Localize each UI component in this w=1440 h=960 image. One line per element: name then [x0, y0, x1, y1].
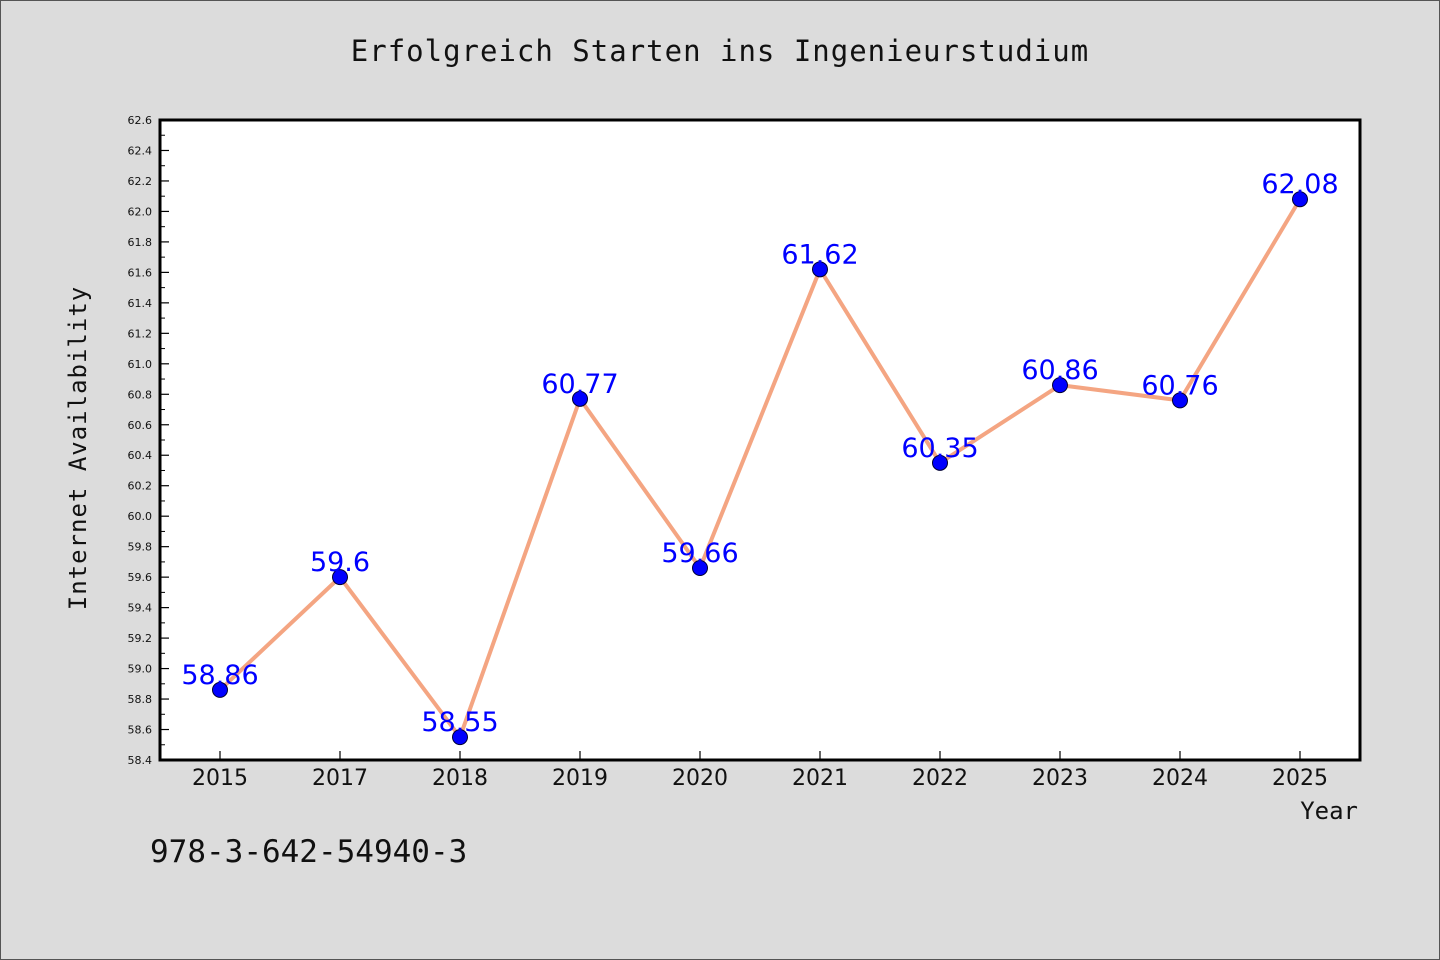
- x-tick-label: 2024: [1152, 766, 1208, 791]
- y-tick-label: 62.6: [128, 114, 153, 127]
- data-point: [692, 560, 708, 576]
- data-point: [932, 454, 948, 471]
- data-label: 58.86: [181, 660, 258, 691]
- data-point: [452, 729, 468, 746]
- data-label: 62.08: [1261, 169, 1338, 200]
- x-tick-label: 2018: [432, 766, 488, 791]
- x-tick-label: 2019: [552, 766, 608, 791]
- y-tick-label: 60.6: [128, 419, 153, 432]
- y-tick-label: 59.8: [128, 541, 153, 554]
- y-tick-label: 61.4: [128, 297, 153, 310]
- y-tick-label: 62.2: [128, 175, 153, 188]
- y-tick-label: 58.8: [128, 693, 153, 706]
- data-label: 60.76: [1141, 370, 1218, 401]
- data-point: [812, 261, 828, 278]
- plot-area: [158, 118, 1362, 762]
- x-tick-label: 2025: [1272, 766, 1328, 791]
- data-point: [332, 569, 348, 586]
- data-point: [572, 390, 588, 407]
- data-labels: 58.86 59.6 58.55 60.77 59.66 61.62 60.35 60.86 6…: [181, 169, 1338, 738]
- y-tick-label: 60.8: [128, 388, 153, 401]
- data-point: [1292, 191, 1308, 208]
- y-tick-label: 61.6: [128, 266, 153, 279]
- y-tick-label: 60.2: [128, 480, 153, 493]
- chart-title: Erfolgreich Starten ins Ingenieurstudium: [350, 34, 1090, 68]
- y-tick-label: 59.0: [128, 663, 153, 676]
- data-label: 60.86: [1021, 355, 1098, 386]
- y-tick-label: 58.4: [128, 754, 153, 767]
- y-tick-label: 62.0: [128, 205, 153, 218]
- y-tick-label: 62.4: [128, 144, 153, 157]
- data-point: [1052, 377, 1068, 394]
- y-tick-label: 61.2: [128, 327, 153, 340]
- x-axis-ticks: 2015 2017 2018 2019 2020 2021 2022 2023 2024 2025: [192, 751, 1328, 791]
- isbn-text: 978-3-642-54940-3: [150, 834, 468, 870]
- data-label: 60.35: [901, 433, 978, 464]
- x-tick-label: 2022: [912, 766, 968, 791]
- x-tick-label: 2020: [672, 766, 728, 791]
- data-point: [212, 681, 228, 698]
- data-label: 59.66: [661, 538, 738, 569]
- y-tick-label: 59.2: [128, 632, 153, 645]
- x-axis-label: Year: [1300, 797, 1358, 825]
- y-tick-label: 61.0: [128, 358, 153, 371]
- x-tick-label: 2021: [792, 766, 848, 791]
- data-label: 61.62: [781, 239, 858, 270]
- y-axis-ticks: 58.4 58.6 58.8 59.0 59.2 59.4 59.6 59.8 60.0 60.2…: [128, 114, 169, 767]
- y-tick-label: 58.6: [128, 724, 153, 737]
- data-points: [212, 191, 1308, 746]
- data-label: 60.77: [541, 369, 618, 400]
- y-tick-label: 59.6: [128, 571, 153, 584]
- data-label: 59.6: [310, 547, 370, 578]
- y-tick-label: 60.4: [128, 449, 153, 462]
- data-label: 58.55: [421, 707, 498, 738]
- y-tick-label: 60.0: [128, 510, 153, 523]
- y-tick-label: 61.8: [128, 236, 153, 249]
- y-tick-label: 59.4: [128, 602, 153, 615]
- x-tick-label: 2015: [192, 766, 248, 791]
- series-line: [218, 198, 1302, 740]
- x-tick-label: 2023: [1032, 766, 1088, 791]
- data-point: [1172, 392, 1188, 409]
- x-tick-label: 2017: [312, 766, 368, 791]
